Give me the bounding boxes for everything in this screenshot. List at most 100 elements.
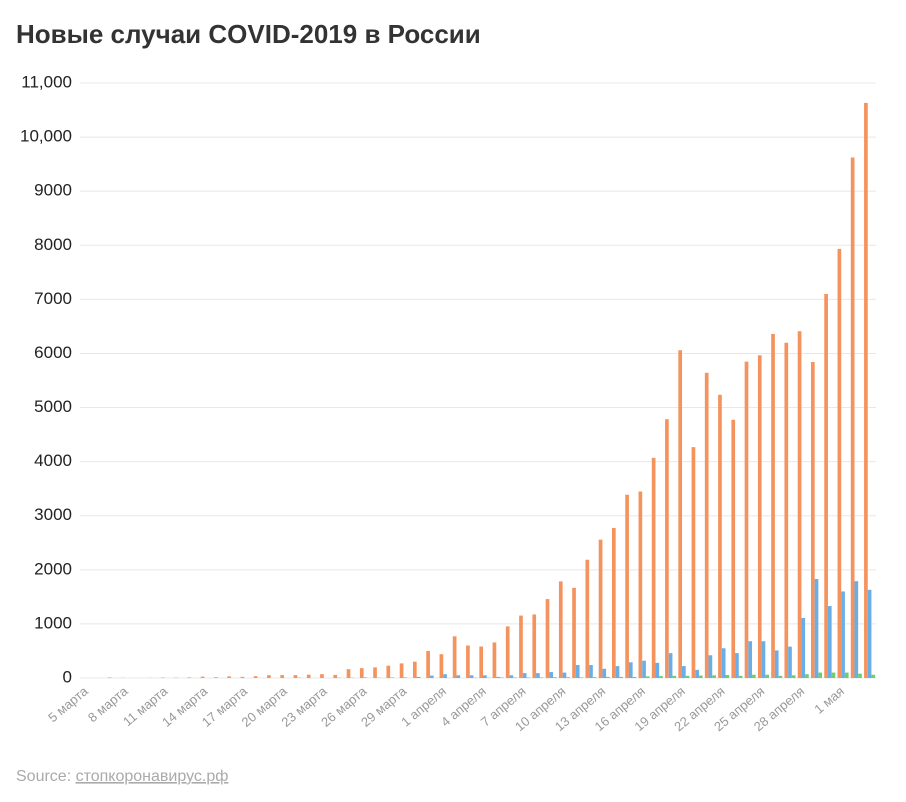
bar xyxy=(712,675,716,678)
bar xyxy=(253,676,258,678)
bar xyxy=(841,591,845,678)
bar xyxy=(761,641,766,678)
bar xyxy=(682,666,686,678)
bar xyxy=(691,447,696,678)
bar xyxy=(659,676,663,678)
y-tick-label: 7000 xyxy=(34,289,72,308)
bar xyxy=(267,675,271,678)
source: Source: стопкоронавирус.рф xyxy=(16,768,228,785)
bar xyxy=(725,675,730,678)
bar xyxy=(721,648,726,678)
bar xyxy=(850,157,855,679)
bar xyxy=(685,675,690,678)
bar xyxy=(752,674,756,678)
bar xyxy=(579,677,584,678)
y-tick-label: 6000 xyxy=(34,343,72,362)
bar xyxy=(553,677,557,678)
bar xyxy=(280,675,285,678)
y-tick-label: 11,000 xyxy=(21,72,72,91)
bar xyxy=(483,675,487,678)
bar xyxy=(731,419,736,678)
bar xyxy=(665,419,669,678)
bar xyxy=(651,457,656,678)
bar xyxy=(858,673,862,678)
bar xyxy=(655,662,660,678)
bar xyxy=(672,675,677,678)
bar xyxy=(788,646,792,678)
bar xyxy=(496,676,500,678)
source-label: Source: xyxy=(16,768,71,785)
bar xyxy=(642,660,646,678)
bar xyxy=(678,350,683,678)
bar xyxy=(293,675,298,678)
bar xyxy=(771,333,775,678)
bar xyxy=(854,581,859,678)
bar xyxy=(359,668,364,678)
bar xyxy=(801,617,806,678)
bar xyxy=(469,675,474,678)
bar xyxy=(765,674,769,678)
bar xyxy=(390,677,394,678)
bar xyxy=(611,527,616,678)
bar xyxy=(439,654,444,678)
bar xyxy=(698,675,703,678)
chart-title: Новые случаи COVID-2019 в России xyxy=(16,19,481,49)
bar xyxy=(539,677,544,678)
bar xyxy=(735,653,739,678)
bar xyxy=(545,599,550,678)
bar xyxy=(562,672,567,678)
bar xyxy=(615,666,620,678)
bar xyxy=(479,646,484,678)
source-link[interactable]: стопкоронавирус.рф xyxy=(76,768,229,785)
bar xyxy=(810,362,815,678)
bar xyxy=(784,342,789,678)
bar xyxy=(399,663,404,678)
bar xyxy=(619,676,624,678)
bar xyxy=(632,676,637,678)
y-tick-label: 10,000 xyxy=(20,127,72,146)
bar xyxy=(416,676,421,678)
bar xyxy=(549,672,554,678)
bar xyxy=(519,615,523,678)
bar xyxy=(227,676,231,678)
bar xyxy=(492,642,497,678)
bar xyxy=(187,677,192,678)
bar xyxy=(456,675,461,678)
bar xyxy=(575,665,580,678)
bar xyxy=(837,248,842,678)
bar xyxy=(572,587,576,678)
bar xyxy=(499,677,504,678)
x-tick-label: 1 мая xyxy=(811,683,847,716)
bar xyxy=(386,665,391,678)
x-tick-label: 5 марта xyxy=(45,683,91,725)
bar xyxy=(791,675,796,678)
bar xyxy=(638,491,643,678)
bar xyxy=(598,539,603,678)
bar xyxy=(532,614,537,678)
y-tick-label: 5000 xyxy=(34,397,72,416)
bar xyxy=(827,606,832,678)
bar xyxy=(240,676,245,678)
y-tick-label: 9000 xyxy=(34,181,72,200)
bar xyxy=(628,662,633,678)
bar xyxy=(403,677,408,678)
bar xyxy=(585,559,590,678)
bar xyxy=(589,665,593,678)
bar xyxy=(744,361,749,678)
y-tick-label: 8000 xyxy=(34,235,72,254)
bar xyxy=(602,668,607,678)
bar xyxy=(704,372,709,678)
bar xyxy=(509,675,514,678)
y-tick-label: 0 xyxy=(63,667,72,686)
bar xyxy=(213,677,218,678)
bar xyxy=(738,675,743,678)
bar xyxy=(718,394,722,678)
bar xyxy=(592,677,597,678)
bar xyxy=(522,673,527,678)
bar xyxy=(805,674,809,678)
bar xyxy=(107,677,112,678)
bar xyxy=(708,655,713,678)
bar xyxy=(625,494,629,678)
bar xyxy=(668,653,673,678)
bar xyxy=(558,581,563,678)
